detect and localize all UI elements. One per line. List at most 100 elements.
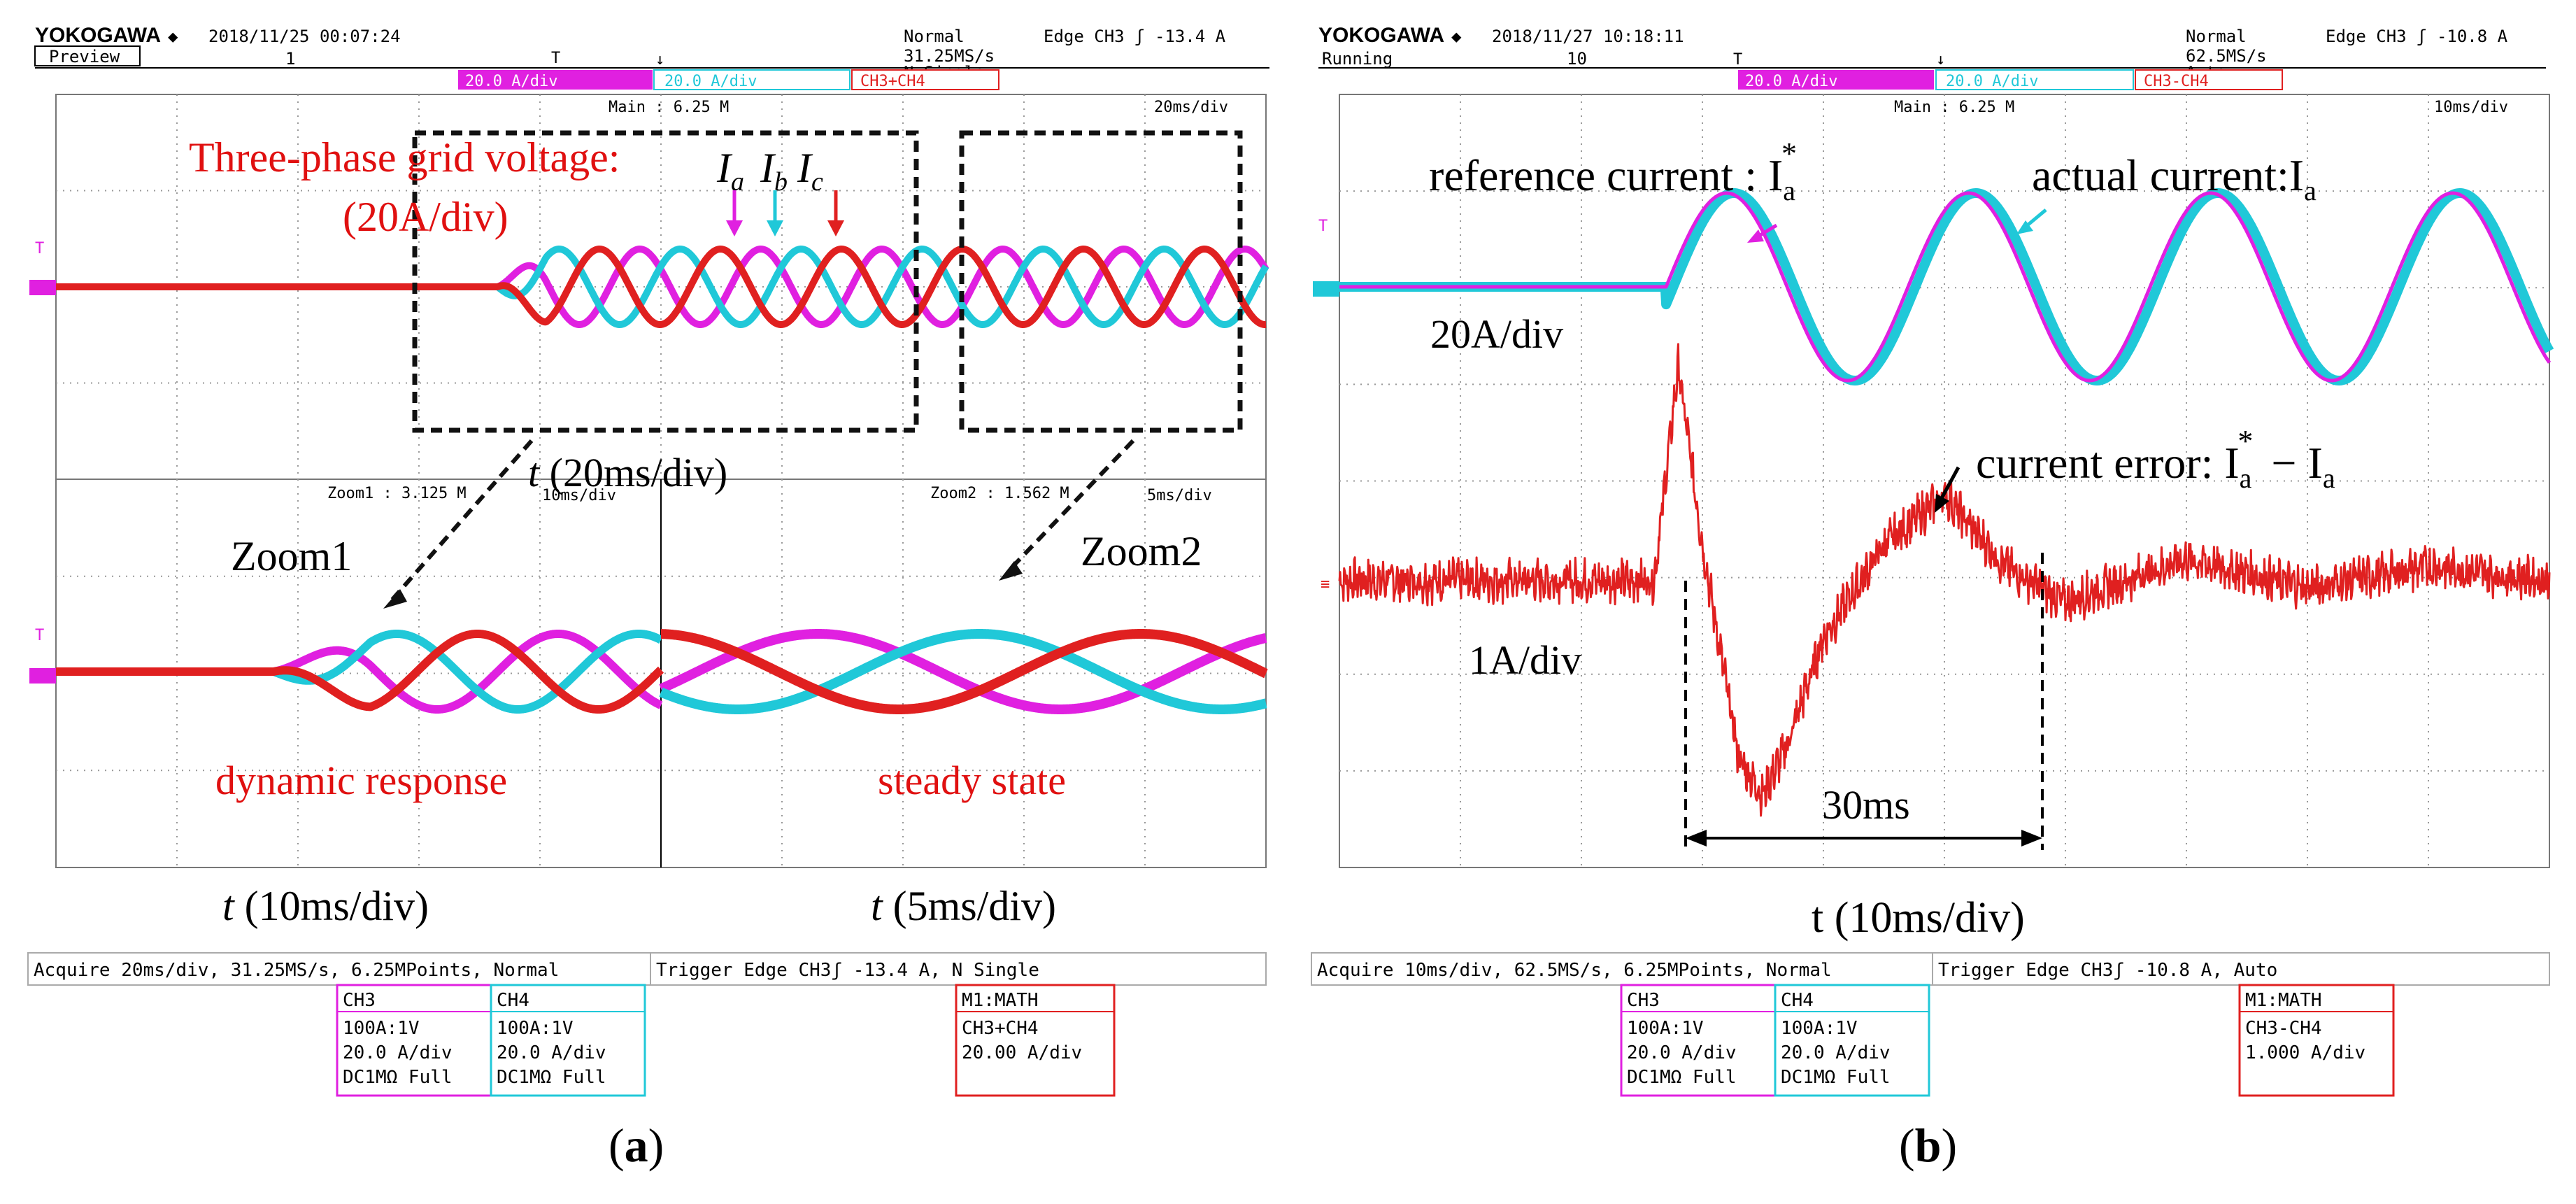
reference-current-label: reference current : Ia* xyxy=(1429,136,1797,206)
ch4-box-line: CH4 xyxy=(497,990,529,1011)
ch3-box-line: 20.0 A/div xyxy=(1627,1042,1737,1063)
edge-trigger: Edge CH3 ʃ -10.8 A xyxy=(2326,27,2508,46)
brand-logo: YOKOGAWA xyxy=(1318,24,1444,47)
ch3-tab[interactable] xyxy=(458,70,653,90)
ch4-box-line: 20.0 A/div xyxy=(497,1042,606,1063)
ch4-tab[interactable] xyxy=(653,69,851,90)
series-ib-trace xyxy=(657,629,1270,714)
status-box xyxy=(34,45,141,66)
zoom2-window-box xyxy=(959,130,1243,433)
ch3-box-line: DC1MΩ Full xyxy=(343,1067,453,1088)
acq-count: 10 xyxy=(1567,49,1587,69)
run-status: Running xyxy=(1322,49,1393,69)
reference-arrow-icon xyxy=(1747,229,1764,243)
scope-logo-diamond-icon: ◆ xyxy=(168,27,178,46)
axis-label-main: t (20ms/div) xyxy=(528,450,727,495)
series-ia-trace xyxy=(657,629,1270,714)
zoom2-link-arrow xyxy=(1005,439,1135,574)
ch3-box-line: 100A:1V xyxy=(1627,1018,1704,1039)
zoom2-record-label: Zoom2 : 1.562 M xyxy=(930,485,1069,502)
datetime: 2018/11/27 10:18:11 xyxy=(1492,27,1684,46)
steady-state-label: steady state xyxy=(878,758,1066,803)
ch3-marker-zoom: T xyxy=(35,627,44,644)
zoom1-record-label: Zoom1 : 3.125 M xyxy=(327,485,467,502)
trigger-arrow-icon: ↓ xyxy=(1936,51,1945,69)
math-tab[interactable] xyxy=(851,69,999,90)
main-waveforms xyxy=(53,246,1269,328)
edge-trigger: Edge CH3 ʃ -13.4 A xyxy=(1044,27,1226,46)
panel-a: YOKOGAWA ◆ 2018/11/25 00:07:24 Preview 1… xyxy=(27,24,1270,1172)
axis-label-zoom1: t (10ms/div) xyxy=(222,883,429,929)
trigger-pos-marker: T xyxy=(1733,51,1742,69)
dynamic-response-label: dynamic response xyxy=(215,758,507,803)
math-tab-label: CH3+CH4 xyxy=(860,73,925,90)
actual-current-label: actual current:Ia xyxy=(2032,150,2317,206)
scope-logo-diamond-icon: ◆ xyxy=(1451,27,1462,46)
ch4-tab-label: 20.0 A/div xyxy=(1946,73,2038,90)
ch3-level-marker-main xyxy=(29,280,56,295)
series-ic-trace xyxy=(657,629,1270,714)
main-record-label: Main : 6.25 M xyxy=(1894,99,2014,116)
math-tab-label: CH3-CH4 xyxy=(2144,73,2209,90)
axis-label-zoom2: t (5ms/div) xyxy=(871,883,1056,929)
zoom1-name: Zoom1 xyxy=(231,533,352,579)
acquire-bar xyxy=(1311,952,2550,986)
math-box-line: CH3+CH4 xyxy=(962,1018,1039,1039)
ch3-tab[interactable] xyxy=(1738,70,1934,90)
annot-scale: (20A/div) xyxy=(343,194,508,240)
ia-arrow-icon xyxy=(726,220,743,236)
brand-logo: YOKOGAWA xyxy=(35,24,161,47)
ch3-tab-label: 20.0 A/div xyxy=(465,73,557,90)
legend-ic: Ic xyxy=(797,145,823,197)
math-info-box: M1:MATH CH3-CH4 1.000 A/div xyxy=(2238,984,2395,1097)
ch3-box-line: DC1MΩ Full xyxy=(1627,1067,1737,1088)
acquire-bar xyxy=(27,952,1267,986)
ch3-box-line: CH3 xyxy=(343,990,376,1011)
ch4-info-box: CH4 100A:1V 20.0 A/div DC1MΩ Full xyxy=(490,984,646,1097)
caption-b: (b) xyxy=(1899,1119,1957,1172)
math-box-line: M1:MATH xyxy=(962,990,1039,1011)
ch4-box-line: DC1MΩ Full xyxy=(497,1067,606,1088)
ch3-info-box: CH3 100A:1V 20.0 A/div DC1MΩ Full xyxy=(1620,984,1777,1097)
waveforms xyxy=(1335,188,2554,817)
legend-ia: Ia xyxy=(716,145,744,197)
ch3-box-line: 20.0 A/div xyxy=(343,1042,453,1063)
datetime: 2018/11/25 00:07:24 xyxy=(208,27,401,46)
duration-label: 30ms xyxy=(1822,782,1910,828)
current-scale-label: 20A/div xyxy=(1430,311,1563,357)
math-tab[interactable] xyxy=(2135,69,2283,90)
zoom2-name: Zoom2 xyxy=(1081,528,1202,574)
zoom-grid xyxy=(56,479,1266,867)
annot-title: Three-phase grid voltage: xyxy=(189,134,620,180)
math-box-line: CH3-CH4 xyxy=(2245,1018,2322,1039)
ch4-tab[interactable] xyxy=(1935,69,2134,90)
zoom-waveforms xyxy=(52,629,1270,714)
main-timebase: 10ms/div xyxy=(2434,99,2508,116)
ch4-tab-label: 20.0 A/div xyxy=(664,73,757,90)
sample-rate: 31.25MS/s xyxy=(904,46,995,66)
trigger-mode: Normal xyxy=(2186,27,2247,46)
run-status: Preview xyxy=(49,47,120,66)
math-box-line: 20.00 A/div xyxy=(962,1042,1082,1063)
current-error-label: current error: Ia* − Ia xyxy=(1976,424,2335,494)
main-timebase: 20ms/div xyxy=(1154,99,1228,116)
error-arrow-icon xyxy=(1935,494,1949,513)
ch3-marker: T xyxy=(1318,218,1328,235)
acquire-info: Acquire 20ms/div, 31.25MS/s, 6.25MPoints… xyxy=(34,960,559,981)
series-ic-trace xyxy=(53,246,1269,328)
ch4-box-line: CH4 xyxy=(1781,990,1814,1011)
main-record-label: Main : 6.25 M xyxy=(609,99,729,116)
trigger-arrow-icon: ↓ xyxy=(655,51,664,69)
ch3-info-box: CH3 100A:1V 20.0 A/div DC1MΩ Full xyxy=(336,984,492,1097)
trigger-info: Trigger Edge CH3ʃ -10.8 A, Auto xyxy=(1938,960,2277,981)
ch4-box-line: DC1MΩ Full xyxy=(1781,1067,1891,1088)
ch3-marker-main: T xyxy=(35,240,44,257)
ch3-tab-label: 20.0 A/div xyxy=(1745,73,1837,90)
zoom1-timebase: 10ms/div xyxy=(542,487,616,504)
ch3-level-marker-zoom xyxy=(29,668,56,684)
panel-b: YOKOGAWA ◆ 2018/11/27 10:18:11 Running 1… xyxy=(1311,24,2554,1172)
ch4-box-line: 100A:1V xyxy=(497,1018,574,1039)
actual-arrow-icon xyxy=(2016,220,2033,234)
ch-level-marker xyxy=(1313,281,1339,297)
